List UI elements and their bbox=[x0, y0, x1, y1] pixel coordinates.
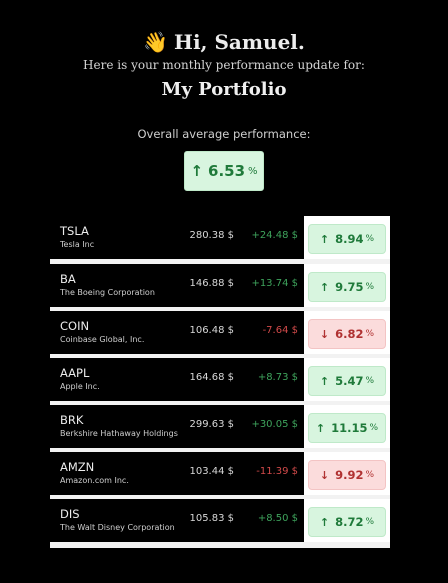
arrow-up-icon: ↑ bbox=[190, 162, 204, 180]
price-change: +24.48 $ bbox=[251, 230, 298, 241]
percent-unit: % bbox=[365, 282, 375, 292]
performance-badge: ↑ 11.15% bbox=[308, 413, 386, 443]
price-change: +8.73 $ bbox=[257, 372, 298, 383]
waving-hand-icon: 👋 bbox=[143, 30, 169, 54]
price-change: +30.05 $ bbox=[251, 419, 298, 430]
performance-badge: ↑ 8.94% bbox=[308, 224, 386, 254]
performance-value: 5.47 bbox=[335, 374, 364, 388]
holding-row: BRK Berkshire Hathaway Holdings 299.63 $ +3… bbox=[50, 405, 390, 454]
arrow-up-icon: ↑ bbox=[319, 515, 330, 529]
company-name: Berkshire Hathaway Holdings bbox=[60, 429, 178, 438]
arrow-up-icon: ↑ bbox=[319, 232, 330, 246]
arrow-up-icon: ↑ bbox=[315, 421, 326, 435]
price-value: 146.88 $ bbox=[189, 278, 234, 289]
performance-cell: ↓ 6.82% bbox=[304, 311, 390, 357]
row-divider bbox=[50, 354, 390, 360]
percent-unit: % bbox=[365, 517, 375, 527]
row-divider bbox=[50, 259, 390, 265]
ticker-symbol: BRK bbox=[60, 413, 84, 427]
price-value: 106.48 $ bbox=[189, 325, 234, 336]
row-divider bbox=[50, 495, 390, 501]
holding-row: DIS The Walt Disney Corporation 105.83 $ +8… bbox=[50, 499, 390, 548]
company-name: Tesla Inc bbox=[60, 240, 95, 249]
company-name: Coinbase Global, Inc. bbox=[60, 335, 145, 344]
subtitle: Here is your monthly performance update … bbox=[83, 58, 365, 72]
ticker-symbol: AMZN bbox=[60, 460, 95, 474]
ticker-symbol: AAPL bbox=[60, 366, 90, 380]
price-change: -11.39 $ bbox=[256, 466, 298, 477]
row-divider bbox=[50, 307, 390, 313]
portfolio-name: My Portfolio bbox=[161, 79, 287, 100]
company-name: Apple Inc. bbox=[60, 382, 100, 391]
price-change: +13.74 $ bbox=[251, 278, 298, 289]
ticker-symbol: DIS bbox=[60, 507, 80, 521]
price-value: 103.44 $ bbox=[189, 466, 234, 477]
percent-unit: % bbox=[365, 329, 375, 339]
holding-row: BA The Boeing Corporation 146.88 $ +13.74 $… bbox=[50, 264, 390, 313]
arrow-down-icon: ↓ bbox=[319, 327, 330, 341]
performance-cell: ↑ 8.72% bbox=[304, 499, 390, 545]
performance-value: 9.92 bbox=[335, 468, 364, 482]
price-value: 105.83 $ bbox=[189, 513, 234, 524]
greeting-heading: 👋 Hi, Samuel. bbox=[0, 30, 448, 54]
performance-value: 9.75 bbox=[335, 280, 364, 294]
overall-performance-badge: ↑ 6.53 % bbox=[184, 151, 264, 191]
holding-row: AMZN Amazon.com Inc. 103.44 $ -11.39 $ ↓ 9.92… bbox=[50, 452, 390, 501]
percent-unit: % bbox=[369, 423, 379, 433]
row-divider bbox=[50, 542, 390, 548]
greeting-text: Hi, Samuel. bbox=[174, 30, 305, 54]
performance-badge: ↑ 5.47% bbox=[308, 366, 386, 396]
performance-badge: ↑ 8.72% bbox=[308, 507, 386, 537]
price-value: 280.38 $ bbox=[189, 230, 234, 241]
performance-badge: ↑ 9.75% bbox=[308, 272, 386, 302]
ticker-symbol: COIN bbox=[60, 319, 90, 333]
price-change: -7.64 $ bbox=[262, 325, 298, 336]
performance-cell: ↑ 11.15% bbox=[304, 405, 390, 451]
performance-value: 8.72 bbox=[335, 515, 364, 529]
overall-performance-label: Overall average performance: bbox=[137, 127, 311, 141]
arrow-down-icon: ↓ bbox=[319, 468, 330, 482]
performance-cell: ↓ 9.92% bbox=[304, 452, 390, 498]
company-name: The Walt Disney Corporation bbox=[60, 523, 175, 532]
percent-unit: % bbox=[365, 234, 375, 244]
performance-badge: ↓ 9.92% bbox=[308, 460, 386, 490]
percent-unit: % bbox=[248, 165, 258, 177]
performance-value: 6.82 bbox=[335, 327, 364, 341]
percent-unit: % bbox=[365, 376, 375, 386]
ticker-symbol: TSLA bbox=[60, 224, 89, 238]
arrow-up-icon: ↑ bbox=[319, 280, 330, 294]
overall-performance-value: 6.53 bbox=[208, 162, 246, 180]
arrow-up-icon: ↑ bbox=[319, 374, 330, 388]
holding-row: TSLA Tesla Inc 280.38 $ +24.48 $ ↑ 8.94% bbox=[50, 216, 390, 265]
ticker-symbol: BA bbox=[60, 272, 76, 286]
price-value: 299.63 $ bbox=[189, 419, 234, 430]
row-divider bbox=[50, 448, 390, 454]
row-divider bbox=[50, 401, 390, 407]
performance-value: 11.15 bbox=[331, 421, 368, 435]
holding-row: COIN Coinbase Global, Inc. 106.48 $ -7.64 $… bbox=[50, 311, 390, 360]
holding-row: AAPL Apple Inc. 164.68 $ +8.73 $ ↑ 5.47% bbox=[50, 358, 390, 407]
performance-value: 8.94 bbox=[335, 232, 364, 246]
performance-badge: ↓ 6.82% bbox=[308, 319, 386, 349]
price-change: +8.50 $ bbox=[257, 513, 298, 524]
percent-unit: % bbox=[365, 470, 375, 480]
performance-cell: ↑ 5.47% bbox=[304, 358, 390, 404]
price-value: 164.68 $ bbox=[189, 372, 234, 383]
performance-cell: ↑ 9.75% bbox=[304, 264, 390, 310]
company-name: Amazon.com Inc. bbox=[60, 476, 129, 485]
performance-cell: ↑ 8.94% bbox=[304, 216, 390, 262]
company-name: The Boeing Corporation bbox=[60, 288, 155, 297]
